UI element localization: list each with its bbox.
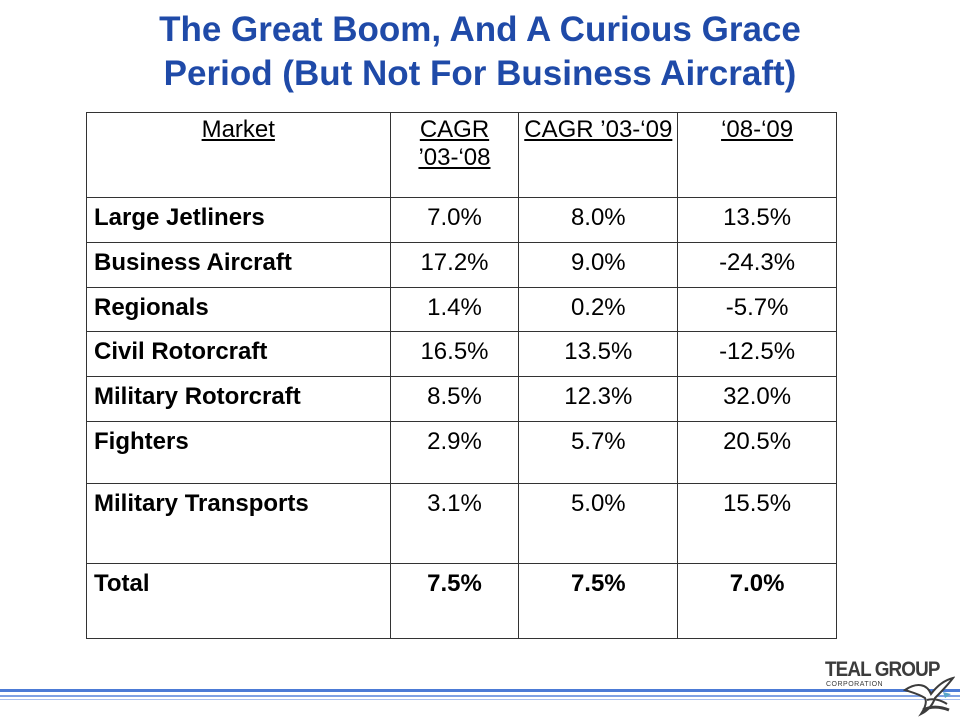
cagr-03-09-cell: 8.0% [518, 197, 679, 243]
change-08-09-cell: 7.0% [677, 563, 837, 639]
market-cell: Regionals [86, 287, 391, 332]
slide-title-line-1: The Great Boom, And A Curious Grace [159, 10, 801, 49]
table-header-row: Market CAGR ’03-‘08 CAGR ’03-‘09 ‘08-‘09 [86, 112, 837, 198]
cagr-03-09-cell: 0.2% [518, 287, 679, 332]
cagr-03-08-cell: 1.4% [389, 287, 520, 332]
cagr-03-08-cell: 8.5% [389, 376, 520, 422]
header-cagr-03-09: CAGR ’03-‘09 [518, 112, 679, 198]
cagr-03-09-cell: 5.7% [518, 421, 679, 484]
logo-name: TEAL GROUP [825, 658, 940, 681]
cagr-03-09-cell: 12.3% [518, 376, 679, 422]
change-08-09-cell: -24.3% [677, 242, 837, 288]
header-cagr-03-08: CAGR ’03-‘08 [389, 112, 520, 198]
change-08-09-cell: 13.5% [677, 197, 837, 243]
footer-rule-middle [0, 695, 960, 697]
table-row: Military Transports 3.1% 5.0% 15.5% [86, 483, 837, 564]
market-cell: Civil Rotorcraft [86, 331, 391, 377]
market-cell: Military Rotorcraft [86, 376, 391, 422]
header-market: Market [86, 112, 391, 198]
cagr-03-08-cell: 16.5% [389, 331, 520, 377]
table-row: Business Aircraft 17.2% 9.0% -24.3% [86, 242, 837, 288]
table-row: Civil Rotorcraft 16.5% 13.5% -12.5% [86, 331, 837, 377]
logo-subtitle: CORPORATION [826, 681, 884, 688]
cagr-03-08-cell: 7.0% [389, 197, 520, 243]
change-08-09-cell: 32.0% [677, 376, 837, 422]
market-cell: Total [86, 563, 391, 639]
market-cell: Military Transports [86, 483, 391, 564]
footer-rule-bottom [0, 699, 960, 700]
table-row: Fighters 2.9% 5.7% 20.5% [86, 421, 837, 484]
teal-group-logo: TEAL GROUP CORPORATION [825, 658, 955, 720]
market-cell: Large Jetliners [86, 197, 391, 243]
cagr-03-09-cell: 9.0% [518, 242, 679, 288]
cagr-03-08-cell: 17.2% [389, 242, 520, 288]
slide-title: The Great Boom, And A Curious Grace Peri… [0, 8, 960, 96]
table-row: Military Rotorcraft 8.5% 12.3% 32.0% [86, 376, 837, 422]
cagr-03-08-cell: 3.1% [389, 483, 520, 564]
market-cell: Fighters [86, 421, 391, 484]
table-row-total: Total 7.5% 7.5% 7.0% [86, 563, 837, 639]
cagr-03-09-cell: 5.0% [518, 483, 679, 564]
change-08-09-cell: -12.5% [677, 331, 837, 377]
change-08-09-cell: 15.5% [677, 483, 837, 564]
market-cell: Business Aircraft [86, 242, 391, 288]
change-08-09-cell: -5.7% [677, 287, 837, 332]
teal-bird-icon [903, 676, 955, 717]
cagr-03-09-cell: 7.5% [518, 563, 679, 639]
market-growth-table: Market CAGR ’03-‘08 CAGR ’03-‘09 ‘08-‘09… [86, 112, 837, 639]
cagr-03-08-cell: 2.9% [389, 421, 520, 484]
change-08-09-cell: 20.5% [677, 421, 837, 484]
slide-title-line-2: Period (But Not For Business Aircraft) [163, 54, 797, 93]
header-08-09: ‘08-‘09 [677, 112, 837, 198]
table-row: Large Jetliners 7.0% 8.0% 13.5% [86, 197, 837, 243]
footer-rule-top [0, 689, 960, 692]
cagr-03-08-cell: 7.5% [389, 563, 520, 639]
table-row: Regionals 1.4% 0.2% -5.7% [86, 287, 837, 332]
cagr-03-09-cell: 13.5% [518, 331, 679, 377]
